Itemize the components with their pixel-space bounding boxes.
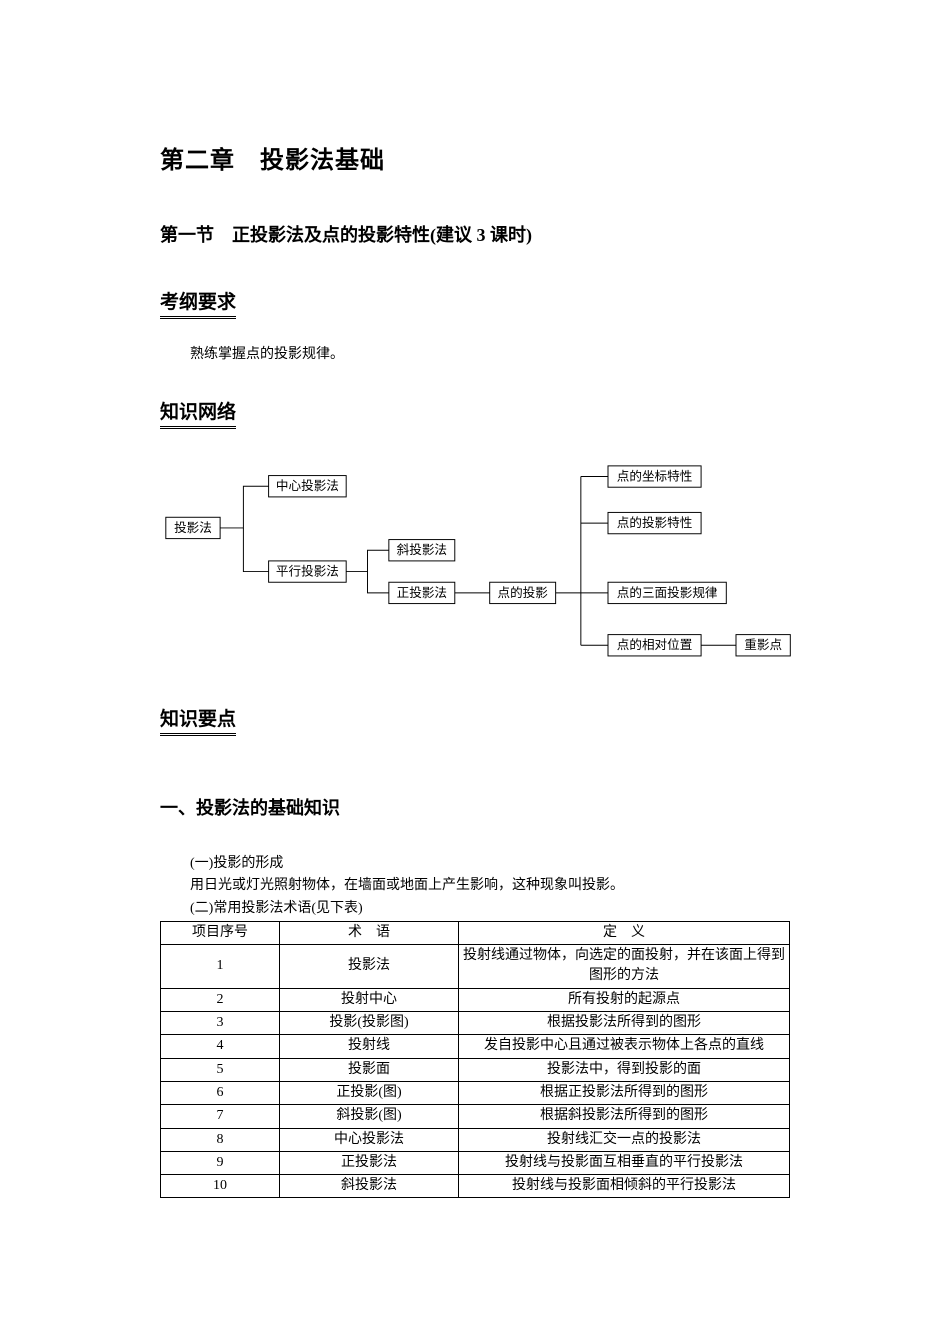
table-row: 8中心投影法投射线汇交一点的投影法 <box>161 1128 790 1151</box>
table-row: 10斜投影法投射线与投影面相倾斜的平行投影法 <box>161 1175 790 1198</box>
cell-term: 正投影(图) <box>280 1081 459 1104</box>
table-row: 7斜投影(图)根据斜投影法所得到的图形 <box>161 1105 790 1128</box>
table-row: 4投射线发自投影中心且通过被表示物体上各点的直线 <box>161 1035 790 1058</box>
cell-seq: 2 <box>161 988 280 1011</box>
cell-term: 投射线 <box>280 1035 459 1058</box>
table-row: 5投影面投影法中，得到投影的面 <box>161 1058 790 1081</box>
chapter-title: 第二章 投影法基础 <box>160 140 790 175</box>
cell-seq: 6 <box>161 1081 280 1104</box>
node-parallel: 平行投影法 <box>276 564 339 578</box>
node-3plane: 点的三面投影规律 <box>617 585 718 600</box>
node-relpos: 点的相对位置 <box>617 637 693 652</box>
cell-seq: 3 <box>161 1012 280 1035</box>
table-row: 3投影(投影图)根据投影法所得到的图形 <box>161 1012 790 1035</box>
cell-seq: 8 <box>161 1128 280 1151</box>
cell-term: 正投影法 <box>280 1151 459 1174</box>
table-row: 1投影法投射线通过物体，向选定的面投射，并在该面上得到图形的方法 <box>161 945 790 989</box>
col-term: 术 语 <box>280 921 459 944</box>
table-row: 2投射中心所有投射的起源点 <box>161 988 790 1011</box>
para-1a: (一)投影的形成 <box>160 854 790 874</box>
node-oblique: 斜投影法 <box>397 543 447 557</box>
node-coord: 点的坐标特性 <box>617 468 693 483</box>
cell-seq: 4 <box>161 1035 280 1058</box>
cell-def: 投射线通过物体，向选定的面投射，并在该面上得到图形的方法 <box>459 945 790 989</box>
col-def: 定 义 <box>459 921 790 944</box>
outline-text: 熟练掌握点的投影规律。 <box>160 343 790 363</box>
heading-outline: 考纲要求 <box>160 287 236 319</box>
knowledge-network-diagram: 投影法 中心投影法 平行投影法 斜投影法 正投影法 点的投影 点的坐标特性 点的… <box>160 453 790 668</box>
cell-def: 投射线汇交一点的投影法 <box>459 1128 790 1151</box>
cell-def: 根据斜投影法所得到的图形 <box>459 1105 790 1128</box>
heading-points: 知识要点 <box>160 704 236 736</box>
heading-network: 知识网络 <box>160 397 236 429</box>
cell-def: 根据投影法所得到的图形 <box>459 1012 790 1035</box>
para-2: (二)常用投影法术语(见下表) <box>160 899 790 919</box>
cell-seq: 5 <box>161 1058 280 1081</box>
h2-basics: 一、投影法的基础知识 <box>160 794 790 820</box>
table-row: 9正投影法投射线与投影面互相垂直的平行投影法 <box>161 1151 790 1174</box>
cell-def: 投射线与投影面相倾斜的平行投影法 <box>459 1175 790 1198</box>
page: 第二章 投影法基础 第一节 正投影法及点的投影特性(建议 3 课时) 考纲要求 … <box>0 0 945 1258</box>
node-pchar: 点的投影特性 <box>617 515 693 530</box>
cell-term: 斜投影(图) <box>280 1105 459 1128</box>
para-1b: 用日光或灯光照射物体，在墙面或地面上产生影响，这种现象叫投影。 <box>160 876 790 896</box>
cell-term: 投影面 <box>280 1058 459 1081</box>
section-title: 第一节 正投影法及点的投影特性(建议 3 课时) <box>160 221 790 247</box>
node-coinc: 重影点 <box>744 637 782 652</box>
cell-def: 投射线与投影面互相垂直的平行投影法 <box>459 1151 790 1174</box>
cell-seq: 10 <box>161 1175 280 1198</box>
cell-term: 中心投影法 <box>280 1128 459 1151</box>
node-root: 投影法 <box>174 521 212 535</box>
cell-term: 投射中心 <box>280 988 459 1011</box>
cell-def: 根据正投影法所得到的图形 <box>459 1081 790 1104</box>
terms-table: 项目序号 术 语 定 义 1投影法投射线通过物体，向选定的面投射，并在该面上得到… <box>160 921 790 1199</box>
cell-seq: 9 <box>161 1151 280 1174</box>
node-ortho: 正投影法 <box>397 586 447 600</box>
node-center: 中心投影法 <box>276 479 339 493</box>
cell-def: 发自投影中心且通过被表示物体上各点的直线 <box>459 1035 790 1058</box>
cell-def: 所有投射的起源点 <box>459 988 790 1011</box>
node-point: 点的投影 <box>497 585 548 600</box>
cell-def: 投影法中，得到投影的面 <box>459 1058 790 1081</box>
table-header-row: 项目序号 术 语 定 义 <box>161 921 790 944</box>
cell-seq: 1 <box>161 945 280 989</box>
cell-term: 投影法 <box>280 945 459 989</box>
cell-seq: 7 <box>161 1105 280 1128</box>
cell-term: 斜投影法 <box>280 1175 459 1198</box>
cell-term: 投影(投影图) <box>280 1012 459 1035</box>
col-seq: 项目序号 <box>161 921 280 944</box>
table-row: 6正投影(图)根据正投影法所得到的图形 <box>161 1081 790 1104</box>
